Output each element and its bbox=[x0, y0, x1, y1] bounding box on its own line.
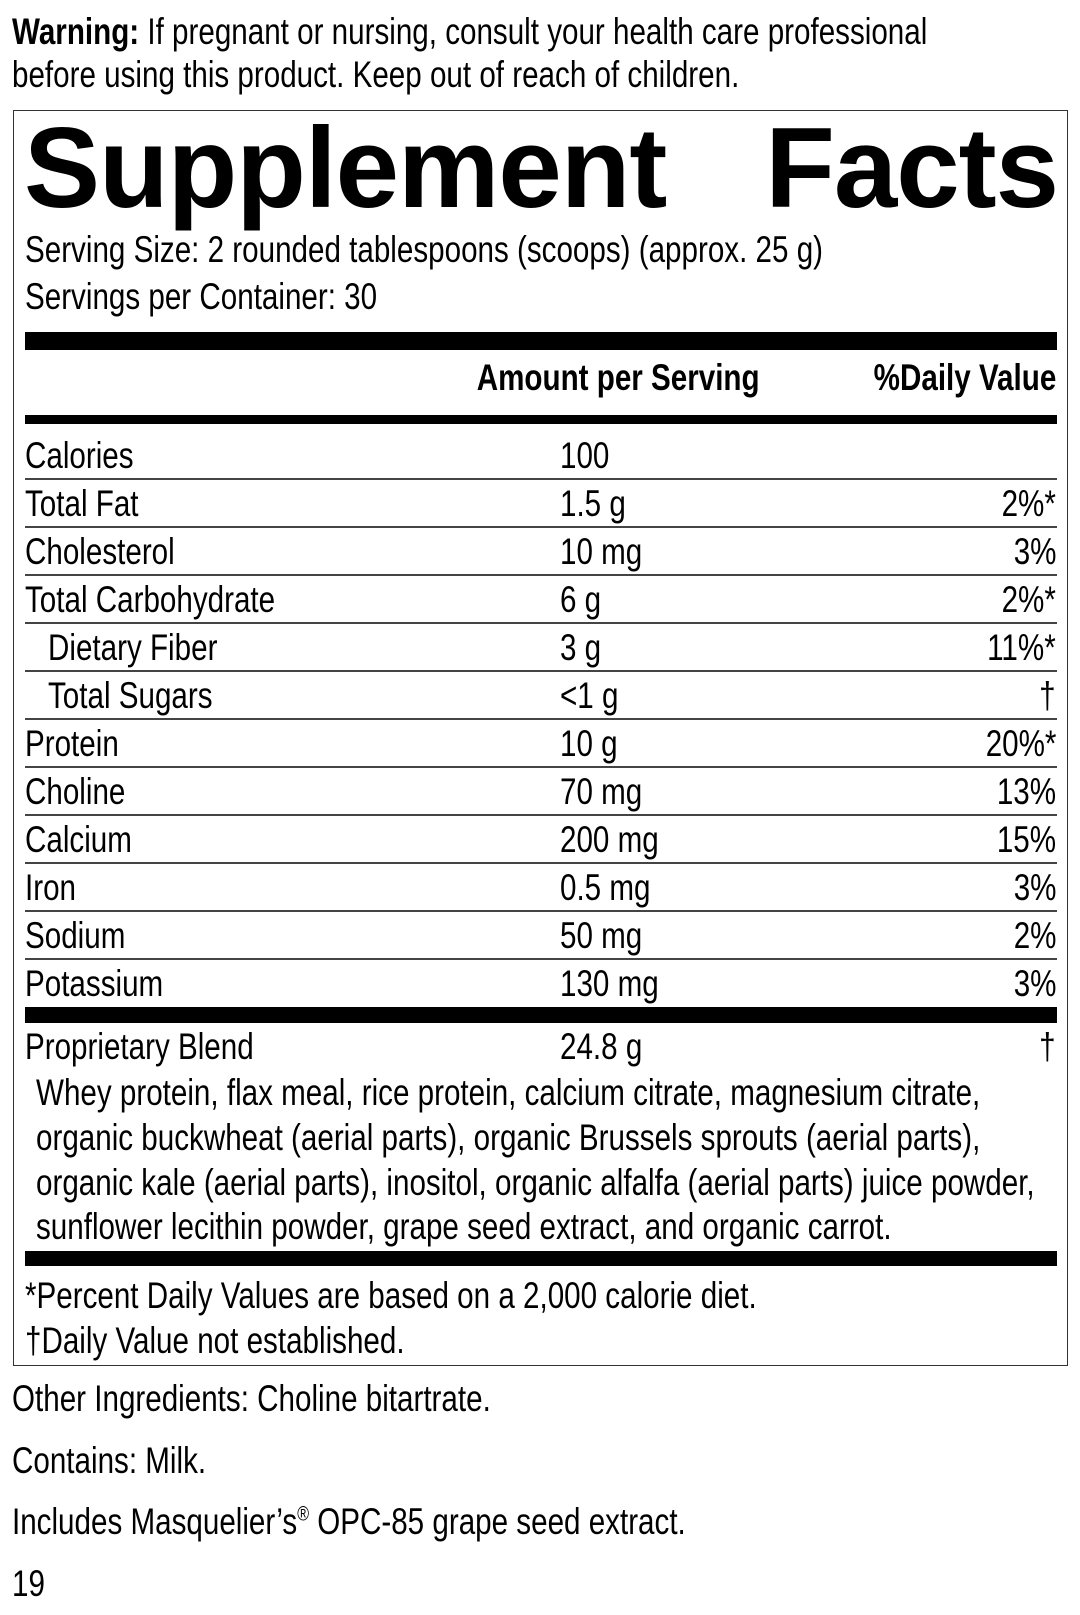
row-divider bbox=[25, 526, 1057, 528]
footnote-dv-not-established: †Daily Value not established. bbox=[25, 1320, 405, 1361]
nutrient-name: Sodium bbox=[25, 915, 126, 956]
nutrient-name: Total Fat bbox=[25, 483, 139, 524]
nutrient-amount: 10 mg bbox=[560, 531, 643, 572]
nutrient-daily-value: 15% bbox=[996, 819, 1056, 860]
nutrient-amount: 3 g bbox=[560, 627, 602, 668]
row-divider bbox=[25, 958, 1057, 960]
blend-ingredients-line: organic buckwheat (aerial parts), organi… bbox=[36, 1117, 981, 1158]
warning-text-line2: before using this product. Keep out of r… bbox=[12, 54, 740, 95]
nutrient-name: Calories bbox=[25, 435, 134, 476]
nutrient-amount: 0.5 mg bbox=[560, 867, 651, 908]
registered-mark: ® bbox=[297, 1503, 309, 1526]
nutrient-name: Choline bbox=[25, 771, 126, 812]
serving-size: Serving Size: 2 rounded tablespoons (sco… bbox=[25, 229, 824, 270]
allergen-contains: Contains: Milk. bbox=[12, 1440, 207, 1481]
blend-ingredients-line: Whey protein, flax meal, rice protein, c… bbox=[36, 1072, 981, 1113]
nutrient-name: Calcium bbox=[25, 819, 132, 860]
blend-amount: 24.8 g bbox=[560, 1026, 643, 1067]
footnote-percent-dv: *Percent Daily Values are based on a 2,0… bbox=[25, 1275, 757, 1316]
divider-medium bbox=[25, 415, 1057, 424]
divider-thick bbox=[25, 332, 1057, 350]
nutrient-name: Cholesterol bbox=[25, 531, 175, 572]
blend-ingredients-line: organic kale (aerial parts), inositol, o… bbox=[36, 1162, 1035, 1203]
nutrient-amount: 200 mg bbox=[560, 819, 659, 860]
nutrient-amount: 100 bbox=[560, 435, 610, 476]
nutrient-amount: 6 g bbox=[560, 579, 602, 620]
page-number: 19 bbox=[12, 1563, 45, 1604]
nutrient-daily-value: 3% bbox=[1013, 867, 1056, 908]
warning-label: Warning: bbox=[12, 11, 140, 52]
nutrient-daily-value: 2% bbox=[1013, 915, 1056, 956]
row-divider bbox=[25, 862, 1057, 864]
nutrient-daily-value: 3% bbox=[1013, 531, 1056, 572]
nutrient-name: Total Sugars bbox=[48, 675, 213, 716]
row-divider bbox=[25, 670, 1057, 672]
warning-text: Warning: If pregnant or nursing, consult… bbox=[12, 11, 928, 52]
blend-name: Proprietary Blend bbox=[25, 1026, 254, 1067]
row-divider bbox=[25, 910, 1057, 912]
row-divider bbox=[25, 478, 1057, 480]
nutrient-amount: 10 g bbox=[560, 723, 618, 764]
other-ingredients: Other Ingredients: Choline bitartrate. bbox=[12, 1378, 491, 1419]
servings-per-container: Servings per Container: 30 bbox=[25, 276, 378, 317]
divider-thick bbox=[25, 1251, 1057, 1266]
nutrient-amount: 50 mg bbox=[560, 915, 643, 956]
row-divider bbox=[25, 718, 1057, 720]
panel-title: Supplement Facts bbox=[24, 105, 1059, 232]
nutrient-daily-value: 11%* bbox=[987, 627, 1056, 668]
row-divider bbox=[25, 622, 1057, 624]
divider-thick bbox=[25, 1007, 1057, 1023]
row-divider bbox=[25, 814, 1057, 816]
row-divider bbox=[25, 766, 1057, 768]
nutrient-name: Dietary Fiber bbox=[48, 627, 218, 668]
nutrient-amount: <1 g bbox=[560, 675, 619, 716]
nutrient-name: Iron bbox=[25, 867, 77, 908]
nutrient-amount: 130 mg bbox=[560, 963, 659, 1004]
nutrient-name: Protein bbox=[25, 723, 119, 764]
includes-statement: Includes Masquelier’s® OPC-85 grape seed… bbox=[12, 1501, 686, 1542]
nutrient-daily-value: 2%* bbox=[1001, 579, 1056, 620]
supplement-facts-panel bbox=[13, 110, 1068, 1366]
nutrient-daily-value: † bbox=[1039, 675, 1056, 716]
nutrient-name: Total Carbohydrate bbox=[25, 579, 276, 620]
nutrient-amount: 1.5 g bbox=[560, 483, 626, 524]
nutrient-daily-value: 2%* bbox=[1001, 483, 1056, 524]
header-daily-value: %Daily Value bbox=[873, 357, 1056, 398]
nutrient-daily-value: 20%* bbox=[985, 723, 1056, 764]
blend-ingredients-line: sunflower lecithin powder, grape seed ex… bbox=[36, 1206, 892, 1247]
nutrient-name: Potassium bbox=[25, 963, 164, 1004]
nutrient-daily-value: 3% bbox=[1013, 963, 1056, 1004]
nutrient-amount: 70 mg bbox=[560, 771, 643, 812]
blend-dv: † bbox=[1039, 1026, 1056, 1067]
nutrient-daily-value: 13% bbox=[996, 771, 1056, 812]
header-amount: Amount per Serving bbox=[477, 357, 760, 398]
row-divider bbox=[25, 574, 1057, 576]
